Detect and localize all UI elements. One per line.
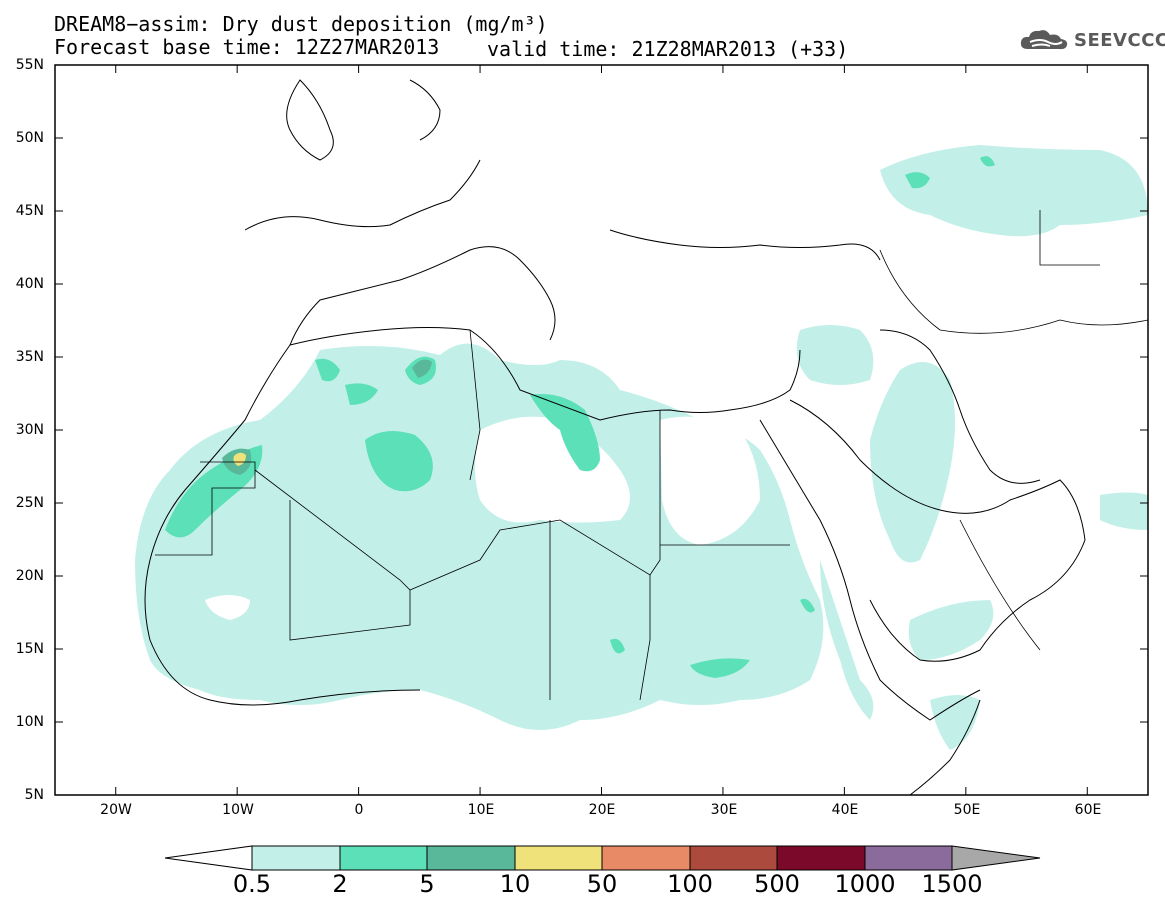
colorbar-swatch-0 xyxy=(251,845,341,871)
deposition-level-0.5 xyxy=(135,145,1148,750)
lon-label: 0 xyxy=(354,802,364,818)
lat-label: 20N xyxy=(15,568,44,584)
colorbar-swatch-5 xyxy=(689,845,778,871)
colorbar-swatch-3 xyxy=(514,845,603,871)
lat-label: 35N xyxy=(15,349,44,365)
cloud-logo-icon xyxy=(1020,30,1068,50)
colorbar xyxy=(164,845,1041,871)
lon-label: 10W xyxy=(222,802,254,818)
seevccc-logo: SEEVCCC xyxy=(1018,26,1165,54)
lon-label: 20W xyxy=(100,802,132,818)
lat-label: 10N xyxy=(15,714,44,730)
colorbar-label: 10 xyxy=(499,870,531,898)
deposition-level-10 xyxy=(233,452,246,466)
colorbar-label: 1000 xyxy=(834,870,896,898)
coastlines xyxy=(144,79,1086,795)
lon-label: 30E xyxy=(710,802,738,818)
colorbar-label: 500 xyxy=(754,870,800,898)
lon-label: 10E xyxy=(467,802,495,818)
colorbar-high-arrow xyxy=(951,845,1041,871)
colorbar-label: 50 xyxy=(586,870,618,898)
lon-label: 20E xyxy=(588,802,616,818)
map-title: DREAM8−assim: Dry dust deposition (mg/m³… xyxy=(54,12,548,36)
logo-text: SEEVCCC xyxy=(1074,29,1165,51)
colorbar-swatch-7 xyxy=(864,845,953,871)
lon-label: 50E xyxy=(953,802,981,818)
colorbar-label: 5 xyxy=(419,870,435,898)
valid-time: valid time: 21Z28MAR2013 (+33) xyxy=(487,37,849,61)
colorbar-swatch-2 xyxy=(426,845,516,871)
lat-label: 30N xyxy=(15,422,44,438)
lat-label: 40N xyxy=(15,276,44,292)
lat-label: 45N xyxy=(15,203,44,219)
colorbar-swatch-1 xyxy=(339,845,428,871)
colorbar-label: 0.5 xyxy=(232,870,272,898)
axis-ticks xyxy=(55,64,1148,796)
forecast-base-time: Forecast base time: 12Z27MAR2013 xyxy=(54,35,440,59)
colorbar-label: 1500 xyxy=(921,870,983,898)
lat-label: 50N xyxy=(15,130,44,146)
lat-label: 15N xyxy=(15,641,44,657)
colorbar-swatch-6 xyxy=(776,845,866,871)
lon-label: 40E xyxy=(831,802,859,818)
lat-label: 25N xyxy=(15,495,44,511)
lat-label: 5N xyxy=(24,787,44,803)
colorbar-label: 100 xyxy=(667,870,713,898)
lon-label: 60E xyxy=(1074,802,1102,818)
colorbar-label: 2 xyxy=(332,870,348,898)
colorbar-swatch-4 xyxy=(601,845,691,871)
lat-label: 55N xyxy=(15,57,44,73)
country-borders xyxy=(155,210,1148,701)
colorbar-low-arrow xyxy=(164,845,253,871)
